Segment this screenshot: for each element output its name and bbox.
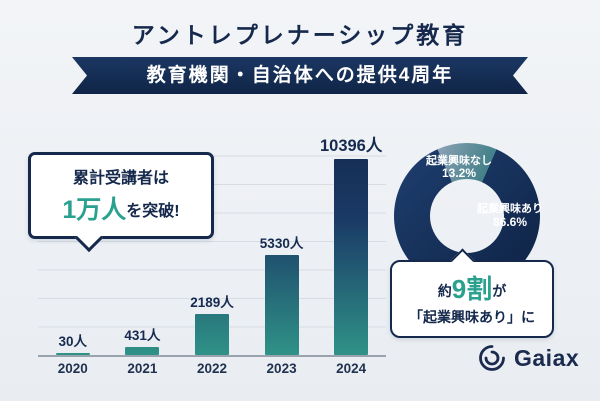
donut-slice-interested	[394, 149, 540, 290]
callout-line2: 「起業興味あり」に	[409, 309, 535, 325]
bar-column-2020: 30人	[38, 129, 108, 355]
donut-pct-yes: 86.6%	[493, 215, 527, 229]
callout-highlight: 9割	[451, 274, 493, 304]
gaiax-logo: Gaiax	[477, 343, 579, 373]
bar-value-label: 431人	[124, 328, 161, 343]
bar-value-label: 2189人	[190, 295, 234, 310]
bar-column-2021: 431人	[108, 129, 178, 355]
x-axis-label: 2024	[336, 361, 367, 376]
x-axis-label: 2021	[127, 361, 158, 376]
bar-column-2024: 10396人	[316, 129, 386, 355]
callout-prefix: 約	[437, 283, 452, 299]
bar-value-label: 10396人	[319, 137, 383, 155]
x-axis-label: 2020	[57, 361, 88, 376]
bar	[194, 314, 229, 355]
bar-column-2022: 2189人	[177, 129, 247, 355]
bar-columns: 30人 431人 2189人 5330人 10396人	[38, 129, 386, 355]
x-axis-labels: 2020 2021 2022 2023 2024	[38, 361, 386, 376]
callout-line1: 約9割が	[396, 269, 548, 306]
ribbon-text: 教育機関・自治体への提供4周年	[146, 65, 454, 86]
donut-slice-not-interested	[437, 143, 497, 183]
donut-label-yes: 起業興味あり	[476, 201, 543, 215]
ribbon-banner: 教育機関・自治体への提供4周年	[72, 57, 528, 94]
page-title: アントレプレナーシップ教育	[131, 22, 469, 48]
bubble-highlight: 1万人	[62, 196, 127, 224]
donut-callout: 約9割が 「起業興味あり」に	[390, 248, 554, 338]
x-axis-label: 2022	[196, 361, 227, 376]
callout-mid: が	[492, 283, 507, 299]
bar	[125, 347, 160, 355]
bar-value-label: 30人	[58, 334, 88, 349]
bubble-suffix: を突破!	[126, 203, 180, 220]
bar	[55, 353, 90, 355]
speech-bubble: 累計受講者は 1万人を突破!	[28, 152, 214, 253]
bar-value-label: 5330人	[259, 236, 304, 251]
gaiax-logo-icon	[479, 345, 505, 371]
bubble-line1: 累計受講者は	[72, 170, 169, 187]
bubble-line2: 1万人を突破!	[35, 190, 207, 226]
bar-column-2023: 5330人	[247, 129, 317, 355]
donut-label-no: 起業興味なし	[425, 153, 492, 167]
x-axis-label: 2023	[266, 361, 297, 376]
bar	[264, 255, 299, 355]
bar	[334, 159, 369, 355]
gaiax-logo-text: Gaiax	[514, 344, 580, 371]
donut-chart: 起業興味なし 13.2% 起業興味あり 86.6%	[394, 143, 543, 290]
donut-pct-no: 13.2%	[442, 166, 476, 180]
